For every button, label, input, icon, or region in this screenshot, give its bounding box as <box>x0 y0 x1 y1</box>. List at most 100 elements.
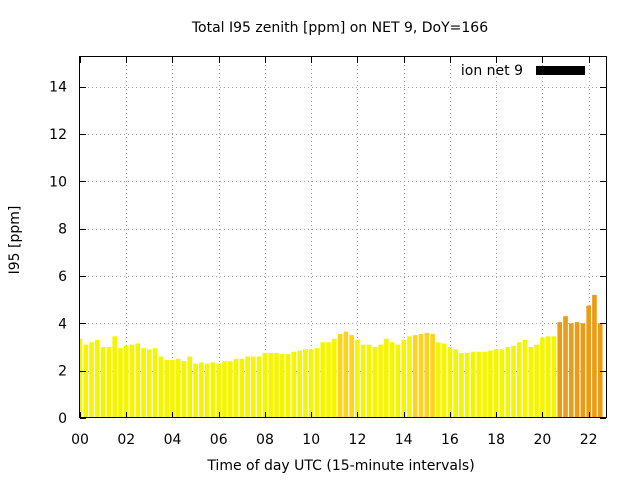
bar <box>303 349 308 418</box>
y-tick-label: 0 <box>58 411 67 427</box>
bar <box>378 344 383 418</box>
bar <box>372 346 378 418</box>
x-tick-label: 14 <box>395 432 413 448</box>
bar <box>239 358 245 418</box>
bar <box>597 323 603 418</box>
bar <box>326 342 331 418</box>
bar <box>89 342 94 418</box>
legend: ion net 9 <box>461 63 585 79</box>
bar <box>210 362 216 418</box>
bar <box>441 343 447 418</box>
bar <box>152 348 158 418</box>
bar <box>332 338 337 418</box>
bar <box>499 349 505 418</box>
x-tick-label: 22 <box>580 432 598 448</box>
bar <box>164 360 170 418</box>
x-tick-label: 04 <box>164 432 182 448</box>
bar <box>297 350 302 418</box>
y-tick-labels: 0 2 4 6 8 10 12 14 <box>49 80 67 427</box>
bar <box>83 344 89 418</box>
bar <box>314 348 320 418</box>
legend-swatch <box>536 66 585 75</box>
bar <box>412 335 418 418</box>
x-tick-label: 00 <box>71 432 89 448</box>
bar <box>199 362 204 418</box>
bar <box>129 344 135 418</box>
y-tick-label: 10 <box>49 174 67 190</box>
y-tick-label: 4 <box>58 316 67 332</box>
bar <box>251 356 256 418</box>
y-tick-label: 14 <box>49 80 67 96</box>
bar <box>216 363 222 418</box>
bar <box>268 352 274 418</box>
x-tick-labels: 00 02 04 06 08 10 12 14 16 18 20 22 <box>71 432 597 448</box>
y-tick-label: 12 <box>49 127 67 143</box>
bar <box>470 351 476 418</box>
bar <box>349 335 354 418</box>
chart-title: Total I95 zenith [ppm] on NET 9, DoY=166 <box>191 20 488 36</box>
bar <box>464 352 470 418</box>
bar <box>430 333 435 418</box>
bar <box>274 352 279 418</box>
bar <box>245 356 250 418</box>
bar <box>118 348 123 418</box>
bar <box>204 363 210 418</box>
bar <box>95 339 100 418</box>
bar <box>147 349 152 418</box>
bar <box>112 336 117 418</box>
bar <box>453 349 459 418</box>
bar <box>291 351 297 418</box>
bar <box>158 356 164 418</box>
bar <box>545 336 551 418</box>
bar <box>401 339 407 418</box>
bar <box>447 346 453 418</box>
bar <box>366 344 372 418</box>
x-tick-label: 02 <box>117 432 135 448</box>
bar <box>395 344 401 418</box>
x-tick-label: 12 <box>349 432 367 448</box>
bar <box>141 348 146 418</box>
bar <box>476 351 482 418</box>
bar <box>222 361 227 418</box>
bar <box>279 354 285 418</box>
bar <box>516 342 522 418</box>
bar <box>384 338 389 418</box>
bar <box>106 346 112 418</box>
bar <box>181 361 187 418</box>
bar <box>355 339 360 418</box>
bar <box>262 352 268 418</box>
y-tick-label: 6 <box>58 269 67 285</box>
bar <box>80 338 83 418</box>
bar <box>308 349 314 418</box>
bar <box>187 356 193 418</box>
legend-label: ion net 9 <box>461 63 523 79</box>
bar <box>407 336 412 418</box>
x-tick-label: 06 <box>210 432 228 448</box>
x-tick-label: 08 <box>256 432 274 448</box>
bar <box>424 332 430 418</box>
bar <box>511 345 516 418</box>
bar <box>320 342 326 418</box>
bar <box>586 305 591 418</box>
bar <box>343 331 349 418</box>
bar <box>522 339 528 418</box>
bar <box>256 356 262 418</box>
bar <box>528 346 534 418</box>
bar <box>123 345 129 418</box>
bar <box>459 352 464 418</box>
bar <box>233 358 239 418</box>
x-tick-label: 10 <box>302 432 320 448</box>
bar <box>482 351 487 418</box>
bars <box>80 294 603 418</box>
bar <box>193 363 198 418</box>
bar <box>170 360 175 418</box>
bar <box>436 342 441 418</box>
bar <box>337 333 343 418</box>
bar <box>540 337 545 418</box>
bar <box>574 322 580 418</box>
bar <box>285 354 291 418</box>
bar <box>592 294 597 418</box>
bar <box>557 322 563 418</box>
y-tick-label: 8 <box>58 222 67 238</box>
